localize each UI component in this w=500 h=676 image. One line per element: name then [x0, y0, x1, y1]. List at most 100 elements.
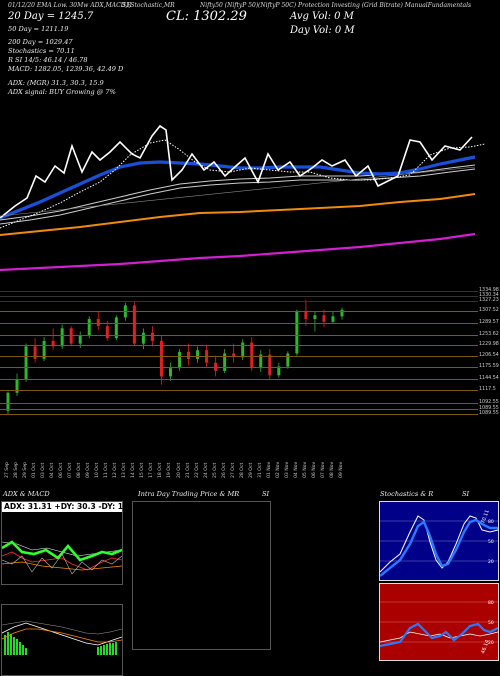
candle — [168, 362, 172, 381]
date-tick-label: 21 Oct — [185, 462, 191, 478]
candle-body — [322, 315, 326, 322]
ema20-readout: 20 Day = 1245.7 — [8, 11, 94, 22]
candle-body — [33, 346, 37, 359]
price-tick-label: 1327.23 — [479, 298, 499, 303]
price-level-line — [0, 403, 478, 404]
candle-body — [114, 317, 118, 339]
price-level-line — [0, 335, 478, 336]
candle — [313, 310, 317, 332]
date-tick-label: 08 Oct — [77, 462, 83, 478]
price-tick-label: 1330.34 — [479, 293, 499, 298]
candle-body — [51, 340, 55, 347]
date-tick-label: 24 Oct — [203, 462, 209, 478]
header-title-3: Nifty50 (NiftyP 50) — [200, 2, 259, 9]
header-title-1: 01/12/20 EMA Low. 30Mw ADX,MACD,R — [8, 2, 132, 9]
candle — [87, 316, 91, 339]
adx-readout-bar: ADX: 31.31 +DY: 30.3 -DY: 15.85 — [2, 502, 142, 512]
candle — [340, 307, 344, 320]
candle-body — [250, 342, 254, 369]
adx-signal-readout: ADX signal: BUY Growing @ 7% — [8, 88, 116, 96]
price-tick-label: 1253.62 — [479, 332, 499, 337]
price-level-line — [0, 414, 478, 415]
date-tick-label: 07 Nov — [320, 461, 326, 478]
candle — [259, 350, 263, 373]
price-tick-label: 1206.54 — [479, 353, 499, 358]
candle-body — [304, 310, 308, 320]
candle-body — [15, 379, 19, 393]
price-level-line — [0, 311, 478, 312]
header-title-2: SI,Stochastic,MR — [122, 2, 175, 9]
rsi-value-label: 46.14 — [480, 639, 491, 655]
price-level-line — [0, 356, 478, 357]
date-tick-label: 08 Nov — [329, 461, 335, 478]
ema50-line-a — [0, 168, 476, 225]
price-tick-label: 1175.59 — [479, 364, 499, 369]
date-tick-label: 26 Oct — [221, 462, 227, 478]
ema-dotted-line — [0, 139, 486, 229]
price-tick-label: 1117.5 — [479, 387, 496, 392]
price-tick-label: 1144.54 — [479, 376, 499, 381]
avg-vol-readout: Avg Vol: 0 M — [290, 11, 354, 22]
candle — [196, 346, 200, 363]
date-tick-label: 04 Nov — [293, 461, 299, 478]
candle — [15, 373, 19, 397]
stochastics-title: Stochastics & R — [380, 490, 434, 498]
date-tick-label: 12 Oct — [113, 462, 119, 478]
candle — [24, 343, 28, 382]
candle — [268, 349, 272, 380]
candle-body — [132, 305, 136, 344]
date-tick-label: 29 Oct — [248, 462, 254, 478]
date-tick-label: 03 Oct — [41, 462, 47, 478]
date-tick-label: 22 Oct — [194, 462, 200, 478]
candle-body — [232, 353, 236, 358]
date-tick-label: 01 Nov — [266, 461, 272, 478]
ema200-readout: 200 Day = 1029.47 — [8, 38, 73, 46]
candle-body — [24, 346, 28, 380]
candle-body — [340, 309, 344, 317]
price-tick-label: 1229.98 — [479, 342, 499, 347]
candle-body — [96, 319, 100, 327]
candle — [150, 326, 154, 347]
price-level-line — [0, 390, 478, 391]
close-price-line — [0, 124, 473, 219]
candle-body — [313, 315, 317, 320]
adx-panel: ADX: 31.31 +DY: 30.3 -DY: 15.85 — [1, 501, 142, 585]
candle — [277, 362, 281, 378]
candle-body — [159, 340, 163, 377]
ema20-line — [0, 155, 476, 220]
stoch-tick-20: 20 — [488, 559, 494, 565]
candle-body — [6, 392, 10, 411]
rsi-lines: 46.14 80 50 20 — [380, 600, 498, 655]
candle-body — [241, 342, 245, 358]
candle-body — [214, 362, 218, 371]
candle-body — [331, 316, 335, 322]
date-tick-label: 15 Oct — [140, 462, 146, 478]
candle — [114, 315, 118, 341]
candle — [42, 337, 46, 362]
candle — [223, 349, 227, 374]
intraday-panel — [132, 501, 271, 650]
date-tick-label: 01 Oct — [32, 462, 38, 478]
date-tick-label: 07 Oct — [68, 462, 74, 478]
candle — [250, 337, 254, 371]
candle — [322, 309, 326, 328]
stochastics-readout: Stochastics = 70.11 — [8, 47, 75, 55]
candle — [295, 309, 299, 356]
stoch-tick-80: 80 — [488, 519, 494, 525]
price-level-line — [0, 296, 478, 297]
candle — [60, 324, 64, 350]
candle — [33, 338, 37, 363]
date-tick-label: 27 Oct — [230, 462, 236, 478]
ema50-readout: 50 Day = 1211.19 — [8, 25, 69, 33]
date-tick-label: 27 Sep — [5, 462, 10, 478]
date-tick-label: 17 Oct — [149, 462, 155, 478]
candle-body — [168, 368, 172, 377]
price-tick-label: 1307.52 — [479, 308, 499, 313]
candle-body — [286, 353, 290, 367]
candle — [214, 355, 218, 377]
header-title-4: (NiftyP 50C) Protection Investing (Grid … — [258, 2, 472, 9]
candle-body — [295, 310, 299, 354]
candle-body — [78, 335, 82, 344]
price-level-line — [0, 323, 478, 324]
date-tick-label: 19 Oct — [167, 462, 173, 478]
